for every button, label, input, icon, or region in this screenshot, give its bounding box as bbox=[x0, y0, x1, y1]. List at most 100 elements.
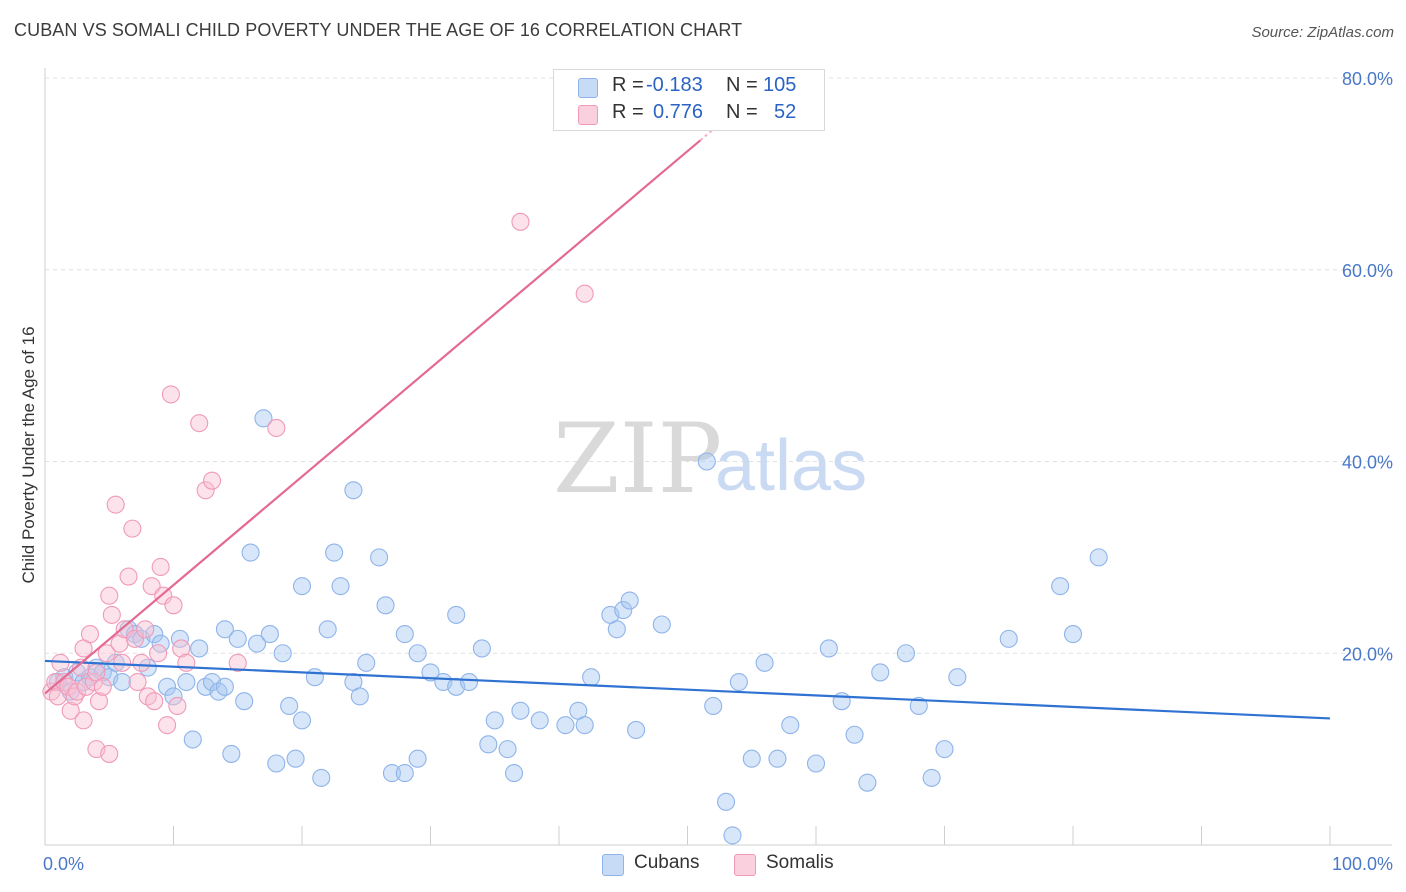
axes bbox=[44, 68, 1392, 846]
r-value: 0.776 bbox=[653, 101, 704, 123]
somalis-point bbox=[158, 716, 177, 735]
cubans-point bbox=[556, 716, 575, 735]
cubans-point bbox=[620, 591, 639, 610]
somalis-point bbox=[145, 692, 164, 711]
n-value: 105 bbox=[763, 74, 797, 96]
n-label: N = bbox=[726, 74, 758, 96]
cubans-point bbox=[999, 629, 1018, 648]
cubans-point bbox=[723, 826, 742, 845]
cubans-point bbox=[511, 701, 530, 720]
cubans-point bbox=[485, 711, 504, 730]
source-credit: Source: ZipAtlas.com bbox=[1251, 24, 1394, 41]
cubans-point bbox=[215, 677, 234, 696]
cubans-point bbox=[280, 696, 299, 716]
somalis-point bbox=[128, 672, 147, 692]
cubans-point bbox=[292, 711, 312, 730]
cubans-point bbox=[254, 409, 273, 428]
chart-title: CUBAN VS SOMALI CHILD POVERTY UNDER THE … bbox=[14, 20, 743, 40]
r-label: R = bbox=[612, 74, 644, 96]
cubans-point bbox=[607, 620, 626, 639]
cubans-point bbox=[871, 663, 890, 682]
cubans-point bbox=[652, 615, 671, 634]
somalis-point bbox=[511, 212, 530, 231]
cubans-point bbox=[582, 668, 601, 687]
cubans-point bbox=[948, 668, 967, 687]
somalis-point bbox=[149, 644, 168, 663]
somalis-point bbox=[61, 701, 80, 720]
cubans-point bbox=[1051, 577, 1070, 596]
somalis-point bbox=[168, 696, 187, 716]
cubans-point bbox=[222, 744, 241, 763]
cubans-point bbox=[164, 687, 183, 706]
legend-row-somalis: R = 0.776 N = 52 bbox=[554, 101, 824, 127]
somalis-point bbox=[93, 677, 112, 696]
n-label: N = bbox=[726, 101, 758, 123]
somalis-point bbox=[142, 577, 161, 596]
n-value: 52 bbox=[774, 101, 797, 123]
cubans-point bbox=[215, 620, 234, 639]
x-tick-label: 0.0% bbox=[43, 854, 84, 874]
cubans-point bbox=[408, 644, 427, 663]
cubans-swatch bbox=[578, 78, 598, 98]
somalis-point bbox=[190, 414, 209, 433]
somalis-legend-swatch bbox=[734, 854, 756, 876]
cubans-point bbox=[935, 740, 954, 759]
cubans-point bbox=[260, 625, 279, 644]
cubans-point bbox=[421, 663, 440, 682]
cubans-point bbox=[325, 543, 344, 562]
cubans-point bbox=[247, 634, 267, 653]
cubans-point bbox=[318, 620, 337, 639]
cubans-trend-line bbox=[44, 659, 1331, 720]
cubans-point bbox=[922, 768, 941, 787]
cubans-point bbox=[704, 696, 723, 716]
watermark-zip: ZIP bbox=[553, 403, 722, 515]
somalis-point bbox=[106, 495, 125, 514]
trend-lines bbox=[44, 117, 1331, 720]
cubans-legend-label: Cubans bbox=[634, 852, 700, 873]
cubans-point bbox=[312, 768, 331, 787]
y-tick-label: 80.0% bbox=[1342, 69, 1393, 89]
somalis-point bbox=[575, 284, 594, 303]
cubans-point bbox=[145, 625, 164, 644]
y-tick-label: 40.0% bbox=[1342, 453, 1393, 473]
cubans-point bbox=[614, 601, 633, 620]
somalis-swatch bbox=[578, 105, 598, 125]
somalis-trend-line bbox=[44, 139, 702, 695]
cubans-point bbox=[909, 696, 928, 716]
cubans-point bbox=[742, 749, 761, 768]
cubans-point bbox=[575, 716, 594, 735]
somalis-point bbox=[68, 682, 87, 701]
cubans-point bbox=[273, 644, 292, 663]
cubans-point bbox=[530, 711, 549, 730]
cubans-point bbox=[1063, 625, 1083, 644]
cubans-point bbox=[183, 730, 202, 749]
cubans-point bbox=[382, 764, 402, 783]
cubans-point bbox=[344, 481, 363, 500]
somalis-point bbox=[97, 644, 116, 663]
cubans-point bbox=[228, 629, 247, 648]
grid-lines bbox=[45, 77, 1392, 654]
somalis-point bbox=[228, 653, 247, 672]
cubans-point bbox=[292, 577, 312, 596]
cubans-point bbox=[370, 548, 389, 567]
cubans-point bbox=[504, 764, 524, 783]
cubans-point bbox=[697, 452, 716, 471]
cubans-point bbox=[806, 754, 826, 773]
cubans-point bbox=[350, 687, 369, 706]
x-tick-label: 100.0% bbox=[1332, 854, 1393, 874]
cubans-point bbox=[376, 596, 395, 615]
somalis-point bbox=[100, 586, 119, 605]
y-tick-label: 20.0% bbox=[1342, 644, 1393, 664]
cubans-point bbox=[896, 644, 916, 663]
cubans-point bbox=[395, 625, 414, 644]
cubans-point bbox=[459, 672, 479, 692]
somalis-point bbox=[161, 385, 180, 404]
somalis-legend-label: Somalis bbox=[766, 852, 834, 873]
cubans-point bbox=[498, 740, 517, 759]
cubans-point bbox=[267, 754, 286, 773]
legend-row-cubans: R = -0.183 N = 105 bbox=[554, 74, 824, 100]
somalis-point bbox=[123, 519, 142, 538]
cubans-point bbox=[845, 725, 864, 744]
cubans-legend-swatch bbox=[602, 854, 624, 876]
cubans-point bbox=[755, 653, 774, 672]
